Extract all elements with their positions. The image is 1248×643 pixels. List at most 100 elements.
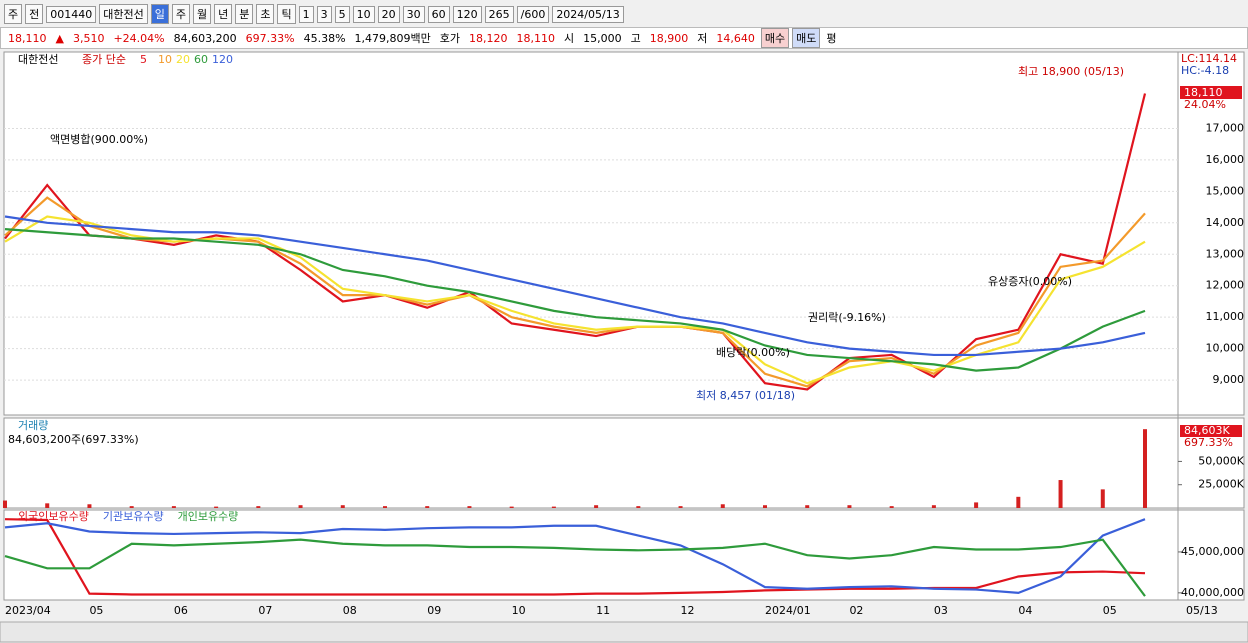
info-change-pct: +24.04% bbox=[113, 31, 165, 45]
volume-bar bbox=[889, 506, 894, 508]
last-pct: 24.04% bbox=[1184, 98, 1226, 111]
toolbar-button[interactable]: 대한전선 bbox=[99, 4, 148, 24]
series-line bbox=[4, 518, 1146, 596]
x-tick-label: 11 bbox=[596, 604, 610, 617]
toolbar-button[interactable]: 10 bbox=[352, 5, 375, 23]
toolbar-button[interactable]: 년 bbox=[214, 4, 233, 24]
volume-bar bbox=[1058, 480, 1063, 508]
info-quote-label: 호가 bbox=[439, 32, 461, 45]
annotation: 액면병합(900.00%) bbox=[50, 133, 148, 146]
volume-bar bbox=[1100, 489, 1105, 508]
volume-bar bbox=[509, 506, 514, 508]
toolbar-button[interactable]: 30 bbox=[402, 5, 425, 23]
info-low-label: 저 bbox=[697, 32, 708, 45]
toolbar-button[interactable]: 월 bbox=[192, 4, 212, 24]
volume-bar bbox=[383, 506, 387, 508]
info-change: 3,510 bbox=[72, 31, 105, 45]
info-buy[interactable]: 매수 bbox=[760, 28, 790, 48]
toolbar-button[interactable]: 265 bbox=[484, 5, 514, 23]
toolbar-button[interactable]: 주 bbox=[171, 4, 190, 24]
y-tick-label: 50,000K bbox=[1198, 454, 1244, 467]
volume-bar bbox=[805, 505, 810, 508]
x-tick-label: 2023/04 bbox=[5, 604, 51, 617]
toolbar-button[interactable]: 60 bbox=[427, 5, 450, 23]
panel bbox=[3, 51, 1245, 416]
toolbar-button[interactable]: 1 bbox=[298, 5, 314, 23]
info-bar: 18,110 ▲ 3,510 +24.04% 84,603,200 697.33% 45.3… bbox=[0, 27, 1248, 49]
volume-title: 거래량 bbox=[18, 419, 48, 432]
toolbar-button[interactable]: /600 bbox=[516, 5, 550, 23]
toolbar-button[interactable]: 분 bbox=[235, 4, 254, 24]
legend-item: 60 bbox=[194, 53, 208, 66]
volume-bar bbox=[214, 506, 219, 508]
x-tick-label: 03 bbox=[934, 604, 948, 617]
x-tick-label: 07 bbox=[258, 604, 272, 617]
toolbar-button[interactable]: 일 bbox=[150, 4, 169, 24]
toolbar-button[interactable]: 3 bbox=[316, 5, 332, 23]
x-tick-label: 10 bbox=[512, 604, 526, 617]
y-tick-label: 9,000 bbox=[1213, 373, 1245, 386]
volume-bar bbox=[931, 505, 936, 508]
volume-bar bbox=[720, 504, 725, 508]
y-tick-label: 40,000,000 bbox=[1181, 586, 1244, 599]
x-tick-label: 08 bbox=[343, 604, 357, 617]
series-line bbox=[4, 227, 1146, 372]
legend-item: 5 bbox=[140, 53, 147, 66]
volume-bar bbox=[171, 506, 176, 508]
x-tick-label: 05 bbox=[1103, 604, 1117, 617]
toolbar-button[interactable]: 2024/05/13 bbox=[552, 5, 624, 23]
annotation: 배당락(0.00%) bbox=[716, 346, 790, 359]
info-bid: 18,110 bbox=[516, 31, 556, 45]
x-tick-label: 04 bbox=[1018, 604, 1032, 617]
y-tick-label: 45,000,000 bbox=[1181, 545, 1244, 558]
volume-bar bbox=[467, 506, 472, 508]
info-sell[interactable]: 매도 bbox=[792, 28, 821, 48]
legend-item: 120 bbox=[212, 53, 233, 66]
y-tick-label: 11,000 bbox=[1206, 310, 1245, 323]
volume-bar bbox=[636, 506, 641, 508]
info-volume: 84,603,200 bbox=[173, 31, 237, 45]
x-end-label: 05/13 bbox=[1186, 604, 1218, 617]
info-open: 15,000 bbox=[583, 31, 622, 45]
toolbar-button[interactable]: 주 bbox=[4, 4, 23, 24]
toolbar-button[interactable]: 20 bbox=[377, 5, 400, 23]
last-volume-box bbox=[1180, 425, 1242, 437]
volume-bar bbox=[594, 505, 599, 508]
series-line bbox=[4, 538, 1146, 597]
series-line bbox=[4, 215, 1146, 357]
volume-bar bbox=[298, 505, 303, 508]
legend-item: 10 bbox=[158, 53, 172, 66]
last-price: 18,110 bbox=[1184, 86, 1223, 99]
annotation: 최저 8,457 (01/18) bbox=[696, 389, 795, 402]
info-ask: 18,120 bbox=[469, 31, 508, 45]
volume-bar bbox=[256, 506, 261, 508]
legend-title: 종가 단순 bbox=[82, 53, 126, 66]
lc-label: LC:114.14 bbox=[1181, 52, 1237, 65]
toolbar-button[interactable]: 5 bbox=[334, 5, 350, 23]
volume-bar bbox=[425, 506, 430, 508]
last-volume: 84,603K bbox=[1184, 424, 1230, 437]
panel bbox=[3, 417, 1245, 509]
last-volume-pct: 697.33% bbox=[1184, 436, 1233, 449]
info-open-label: 시 bbox=[564, 32, 575, 45]
x-tick-label: 2024/01 bbox=[765, 604, 811, 617]
toolbar-button[interactable]: 틱 bbox=[277, 4, 296, 24]
info-turnover: 45.38% bbox=[303, 31, 346, 45]
info-low: 14,640 bbox=[716, 31, 755, 45]
legend-item: 개인보유수량 bbox=[178, 510, 239, 523]
x-tick-label: 05 bbox=[89, 604, 103, 617]
y-tick-label: 10,000 bbox=[1206, 342, 1245, 355]
y-tick-label: 16,000 bbox=[1206, 153, 1245, 166]
info-high: 18,900 bbox=[649, 31, 689, 45]
stock-name: 대한전선 bbox=[18, 53, 58, 66]
toolbar-button[interactable]: 001440 bbox=[46, 5, 97, 23]
y-tick-label: 17,000 bbox=[1206, 121, 1245, 134]
toolbar-button[interactable]: 전 bbox=[25, 4, 44, 24]
info-avg[interactable]: 평 bbox=[826, 32, 837, 45]
toolbar-button[interactable]: 초 bbox=[256, 4, 275, 24]
toolbar-button[interactable]: 120 bbox=[452, 5, 482, 23]
volume-bar bbox=[1016, 496, 1021, 508]
y-tick-label: 12,000 bbox=[1206, 279, 1245, 292]
